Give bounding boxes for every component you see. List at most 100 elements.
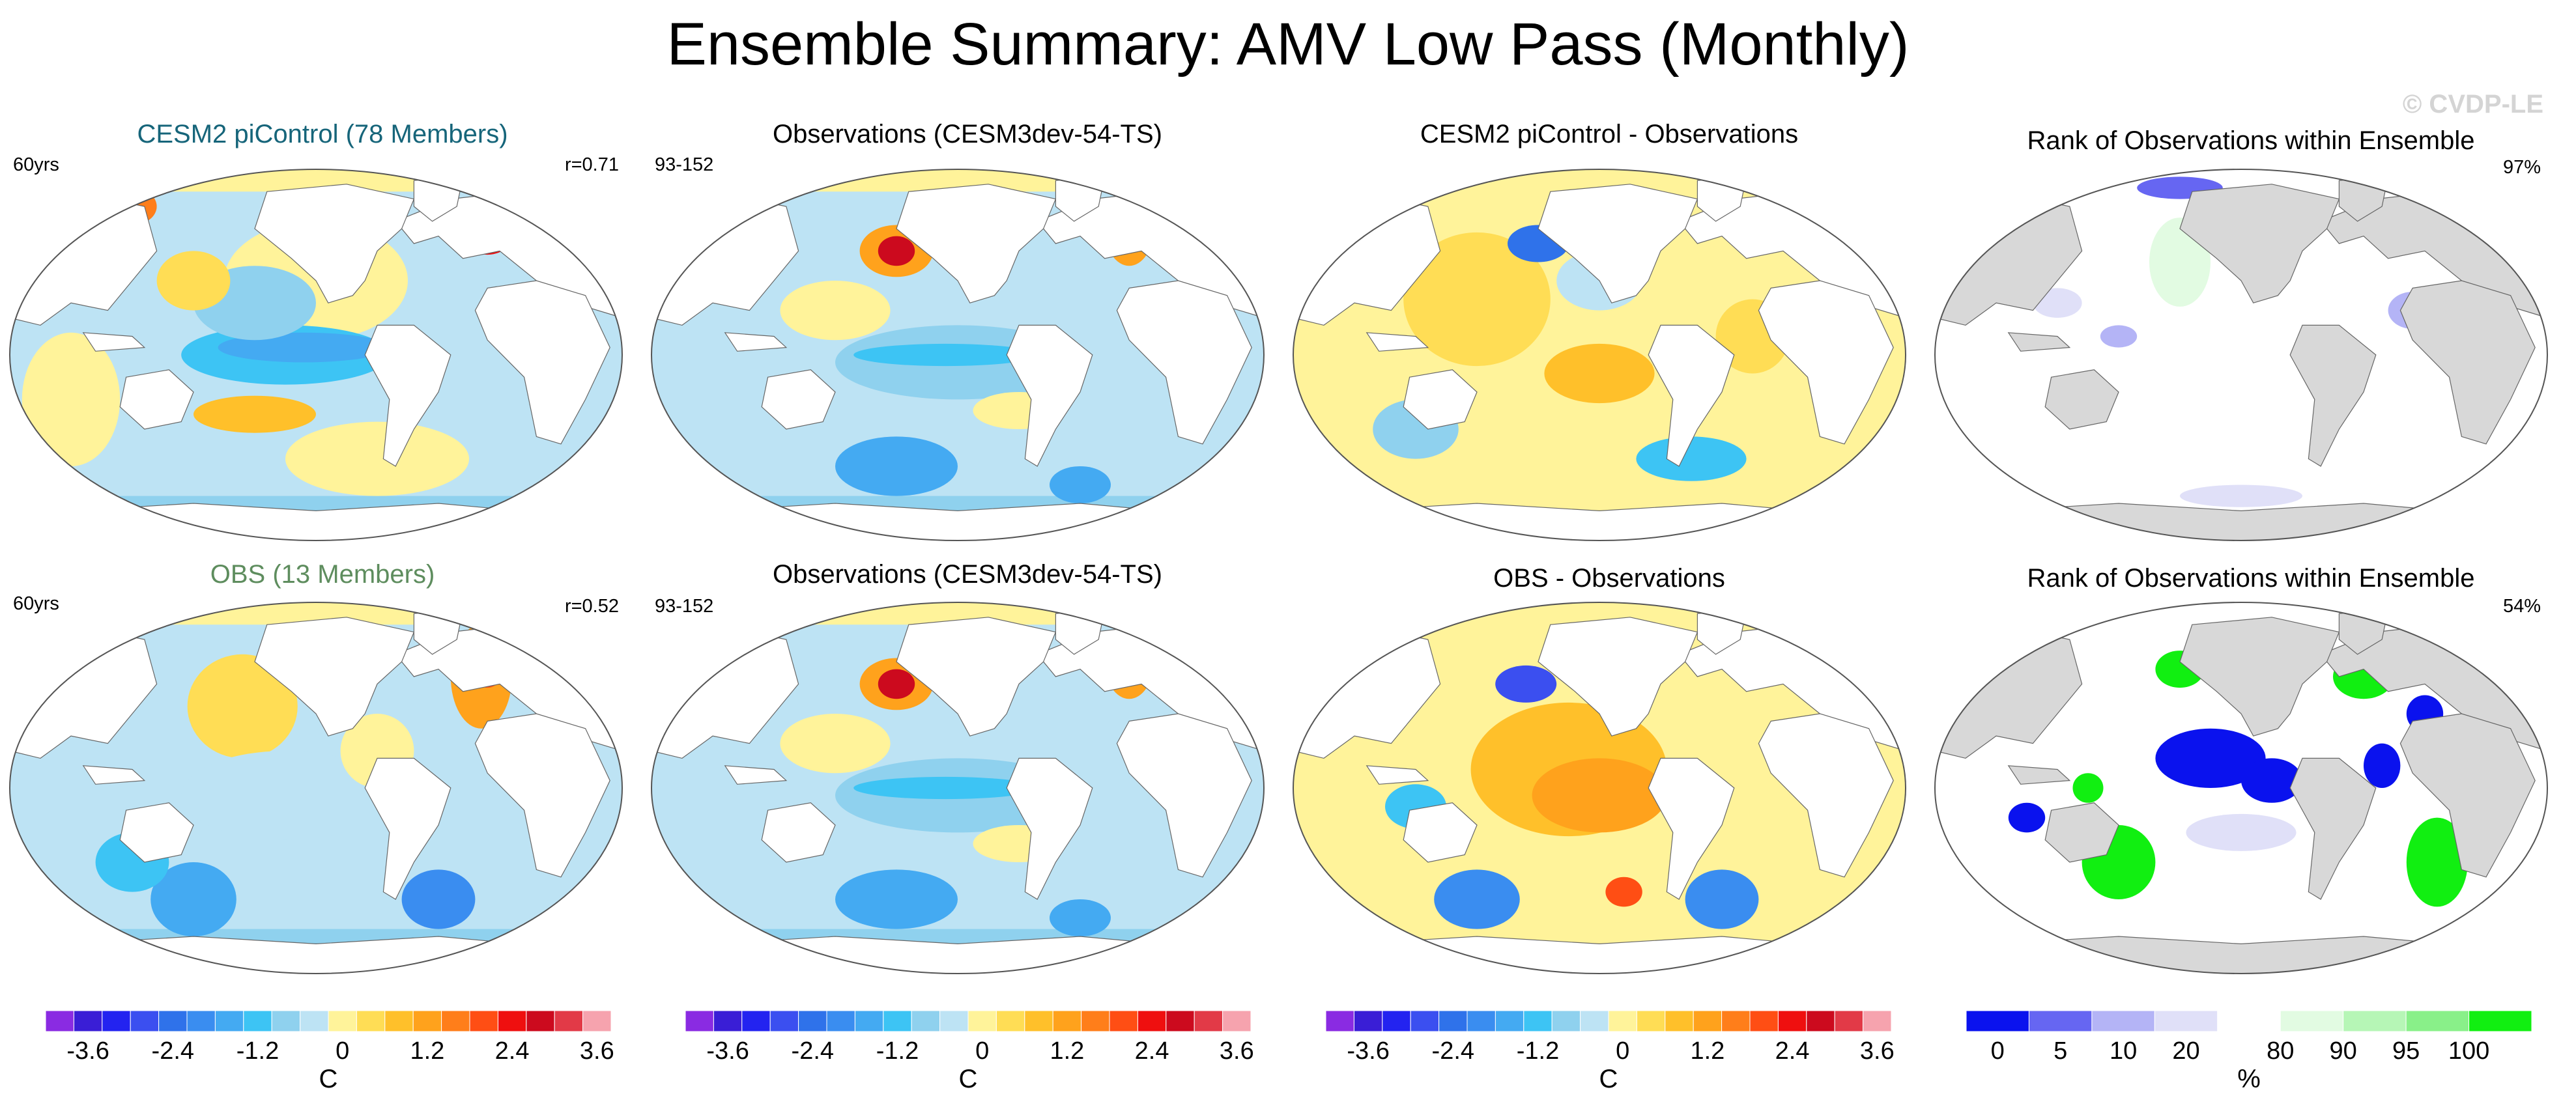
land-indonesia	[1366, 332, 1429, 352]
anomaly-region	[2155, 728, 2266, 788]
anomaly-region	[835, 869, 958, 929]
anomaly-region	[218, 332, 390, 363]
colorbar-tick-label: 1.2	[1690, 1037, 1724, 1065]
colorbar-tick-label: -1.2	[236, 1037, 279, 1065]
colorbar-swatch	[554, 1010, 584, 1032]
colorbar-swatch	[854, 1010, 884, 1032]
map-panel-2	[651, 169, 1264, 540]
temperature-colorbar-2: -3.6 -2.4 -1.2 0 1.2 2.4 3.6 C	[685, 1010, 1254, 1093]
colorbar-swatch	[526, 1010, 555, 1032]
panel-title-model-2: OBS (13 Members)	[210, 560, 435, 589]
colorbar-swatch	[300, 1010, 329, 1032]
watermark: © CVDP-LE	[2402, 90, 2543, 119]
colorbar-swatch	[2217, 1010, 2281, 1032]
anomaly-region	[156, 251, 231, 311]
anomaly-region	[150, 862, 236, 936]
land-namerica	[2179, 617, 2340, 737]
land-africa	[474, 713, 610, 878]
land-indonesia	[82, 765, 146, 785]
anomaly-region	[2180, 484, 2302, 507]
colorbar-swatch	[1024, 1010, 1053, 1032]
colorbar-swatch	[1608, 1010, 1637, 1032]
colorbar-swatch	[798, 1010, 827, 1032]
land-indonesia	[82, 332, 146, 352]
anomaly-region	[1605, 877, 1642, 907]
colorbar-swatch	[1966, 1010, 2029, 1032]
anomaly-region	[1403, 232, 1551, 367]
colorbar-tick-label: 100	[2448, 1037, 2489, 1065]
colorbar-swatch	[441, 1010, 470, 1032]
temperature-colorbar-1: -3.6 -2.4 -1.2 0 1.2 2.4 3.6 C	[45, 1010, 614, 1093]
map-border	[1934, 169, 2548, 541]
colorbar-swatch	[1665, 1010, 1694, 1032]
land-samerica	[1006, 324, 1093, 467]
land-namerica	[254, 184, 415, 303]
anomaly-region	[1495, 665, 1557, 703]
colorbar-swatch	[1109, 1010, 1138, 1032]
anomaly-region	[401, 869, 476, 929]
anomaly-region	[2241, 758, 2302, 803]
colorbar-swatch	[130, 1010, 160, 1032]
map-panel-6	[651, 602, 1264, 974]
colorbar-swatch	[1777, 1010, 1807, 1032]
map-border	[651, 169, 1265, 541]
colorbar-swatch	[1863, 1010, 1892, 1032]
land-samerica	[2289, 324, 2377, 467]
colorbar-swatch	[883, 1010, 912, 1032]
colorbar-swatch	[1137, 1010, 1167, 1032]
colorbar-tick-label: 0	[336, 1037, 349, 1065]
panel-title-diff-2: OBS - Observations	[1493, 564, 1725, 593]
panel-title-model-1: CESM2 piControl (78 Members)	[137, 120, 508, 148]
land-australia	[2044, 369, 2119, 430]
anomaly-region	[853, 776, 1038, 800]
land-africa	[1758, 713, 1894, 878]
anomaly-region	[2186, 813, 2297, 851]
colorbar-swatch	[1467, 1010, 1496, 1032]
colorbar-swatch	[186, 1010, 216, 1032]
map-border	[1293, 169, 1906, 541]
anomaly-region	[193, 395, 316, 433]
colorbar-swatch	[1194, 1010, 1224, 1032]
anomaly-region	[1636, 436, 1747, 481]
land-indonesia	[724, 765, 788, 785]
panel-years-2: 60yrs	[13, 593, 59, 614]
colorbar-units: C	[1599, 1065, 1618, 1093]
land-indonesia	[1366, 765, 1429, 785]
colorbar-tick-label: 0	[1616, 1037, 1629, 1065]
colorbar-tick-label: 80	[2267, 1037, 2294, 1065]
map-panel-5	[10, 602, 622, 974]
colorbar-swatch	[741, 1010, 771, 1032]
land-australia	[1403, 802, 1478, 863]
colorbar-tick-label: 2.4	[495, 1037, 530, 1065]
anomaly-region	[2406, 817, 2468, 907]
colorbar-swatch	[2469, 1010, 2532, 1032]
colorbar-swatch	[214, 1010, 244, 1032]
map-panel-3	[1293, 169, 1906, 540]
colorbar-swatch	[2405, 1010, 2470, 1032]
land-namerica	[1538, 617, 1698, 737]
land-africa	[1116, 280, 1252, 445]
map-panel-4	[1935, 169, 2547, 540]
anomaly-region	[2100, 325, 2138, 348]
colorbar-swatch	[328, 1010, 357, 1032]
colorbar-swatch	[1834, 1010, 1864, 1032]
anomaly-region	[878, 236, 915, 266]
colorbar-tick-label: 3.6	[1860, 1037, 1895, 1065]
colorbar-swatch	[1721, 1010, 1751, 1032]
colorbar-swatch	[158, 1010, 188, 1032]
land-namerica	[254, 617, 415, 737]
anomaly-region	[2072, 773, 2104, 803]
land-australia	[119, 369, 194, 430]
anomaly-region	[780, 281, 891, 341]
temperature-colorbar-3: -3.6 -2.4 -1.2 0 1.2 2.4 3.6 C	[1325, 1010, 1895, 1093]
colorbar-swatch	[995, 1010, 1025, 1032]
colorbar-swatch	[1551, 1010, 1581, 1032]
colorbar-tick-label: 2.4	[1135, 1037, 1169, 1065]
land-samerica	[1648, 757, 1735, 900]
anomaly-region	[853, 343, 1038, 367]
colorbar-swatch	[1325, 1010, 1354, 1032]
land-australia	[761, 369, 836, 430]
colorbar-swatch	[1693, 1010, 1723, 1032]
colorbar-swatch	[73, 1010, 103, 1032]
anomaly-region	[181, 751, 390, 840]
